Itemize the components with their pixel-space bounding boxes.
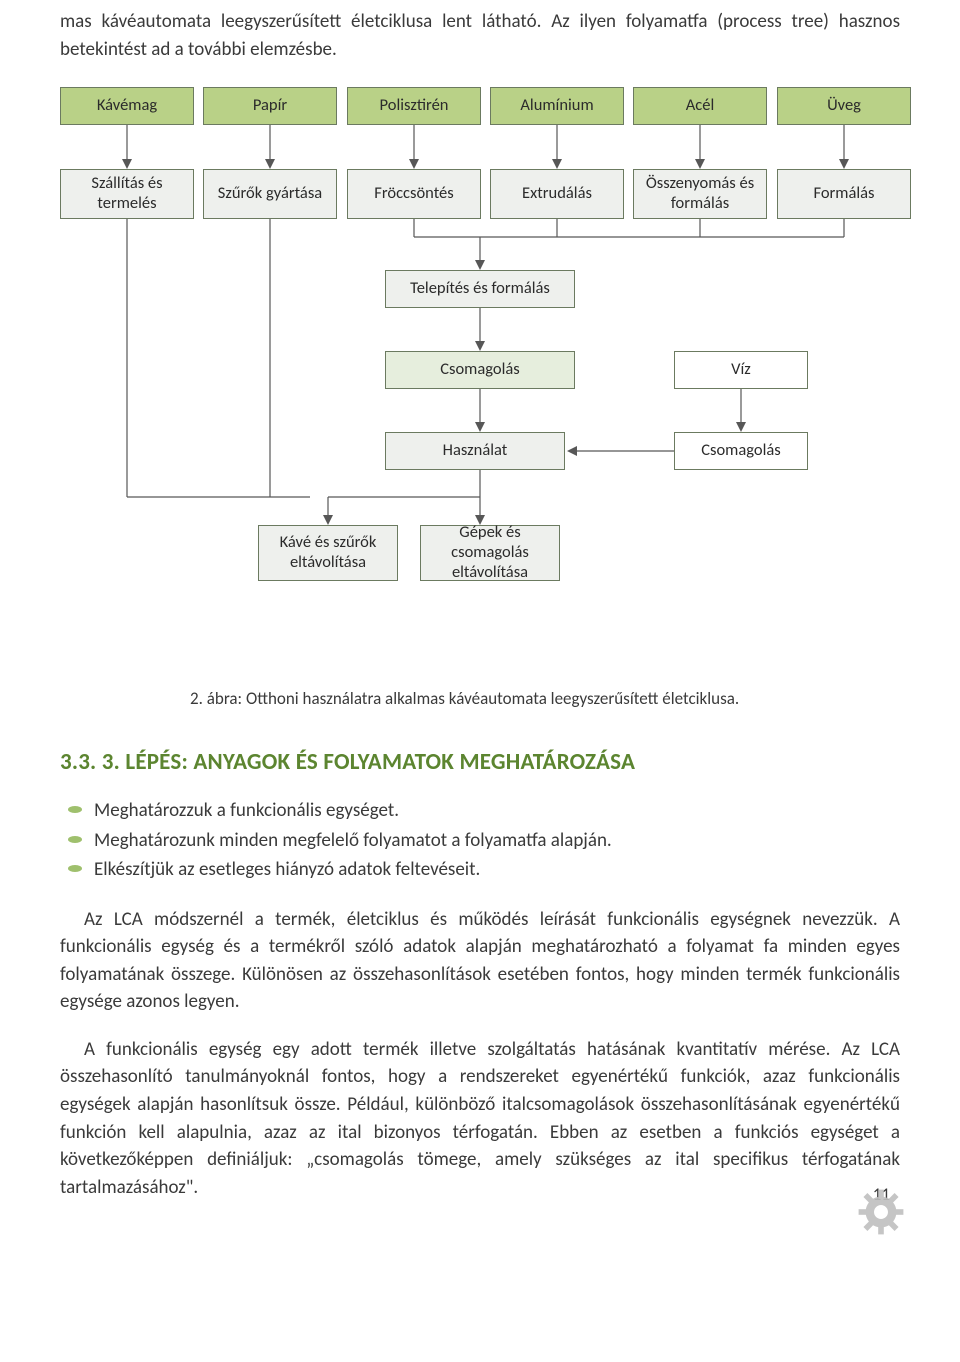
node-formalas: Formálás — [777, 169, 911, 219]
paragraph-2: A funkcionális egység egy adott termék i… — [60, 1036, 900, 1201]
list-item: Meghatározunk minden megfelelő folyamato… — [60, 827, 900, 855]
arrow — [122, 125, 132, 169]
list-item: Meghatározzuk a funkcionális egységet. — [60, 797, 900, 825]
gear-icon — [846, 1177, 916, 1247]
node-telepites: Telepítés és formálás — [385, 270, 575, 308]
node-extrudalas: Extrudálás — [490, 169, 624, 219]
paragraph-1: Az LCA módszernél a termék, életciklus é… — [60, 906, 900, 1016]
node-froccsontes: Fröccsöntés — [347, 169, 481, 219]
node-osszenyomas: Összenyomás és formálás — [633, 169, 767, 219]
node-aluminium: Alumínium — [490, 87, 624, 125]
intro-text: mas kávéautomata leegyszerűsített életci… — [60, 8, 900, 63]
node-gepek-eltav: Gépek és csomagolás eltávolítása — [420, 525, 560, 581]
node-szurok-gyartasa: Szűrők gyártása — [203, 169, 337, 219]
node-kavemag: Kávémag — [60, 87, 194, 125]
node-hasznalat: Használat — [385, 432, 565, 470]
bullet-list: Meghatározzuk a funkcionális egységet. M… — [60, 797, 900, 884]
figure-caption: 2. ábra: Otthoni használatra alkalmas ká… — [190, 687, 900, 712]
list-item: Elkészítjük az esetleges hiányzó adatok … — [60, 856, 900, 884]
node-viz: Víz — [674, 351, 808, 389]
node-csomagolas-1: Csomagolás — [385, 351, 575, 389]
node-uveg: Üveg — [777, 87, 911, 125]
node-kave-szurok-eltav: Kávé és szűrők eltávolítása — [258, 525, 398, 581]
node-papir: Papír — [203, 87, 337, 125]
node-polisztiren: Polisztirén — [347, 87, 481, 125]
process-tree-flowchart: Kávémag Papír Polisztirén Alumínium Acél… — [60, 87, 920, 677]
node-acel: Acél — [633, 87, 767, 125]
section-heading: 3.3. 3. LÉPÉS: ANYAGOK ÉS FOLYAMATOK MEG… — [60, 746, 900, 779]
node-csomagolas-2: Csomagolás — [674, 432, 808, 470]
node-szallitas: Szállítás és termelés — [60, 169, 194, 219]
